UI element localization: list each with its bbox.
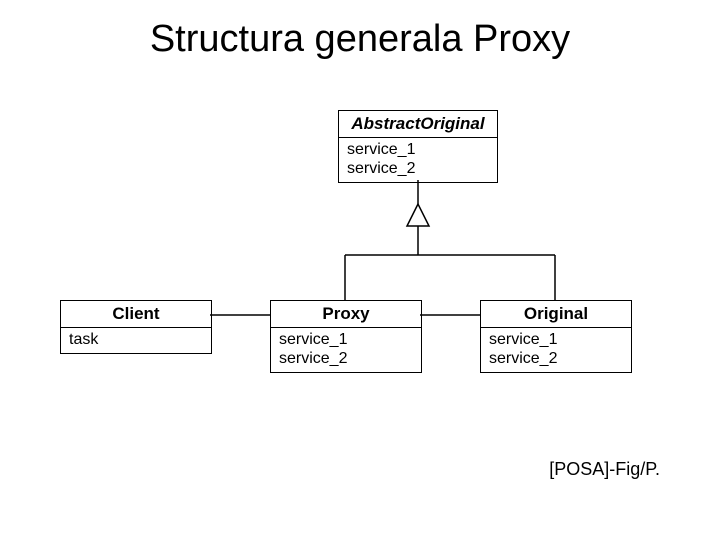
class-proxy: Proxy service_1 service_2 [270,300,422,373]
attr: service_2 [279,349,413,368]
class-abstract-original: AbstractOriginal service_1 service_2 [338,110,498,183]
attr: service_1 [347,140,489,159]
class-abstract-original-name: AbstractOriginal [339,111,497,138]
class-original-name: Original [481,301,631,328]
class-original: Original service_1 service_2 [480,300,632,373]
attr: service_1 [279,330,413,349]
figure-caption: [POSA]-Fig/P. [549,459,660,480]
attr: service_1 [489,330,623,349]
page-title: Structura generala Proxy [0,18,720,61]
class-client: Client task [60,300,212,354]
class-client-name: Client [61,301,211,328]
class-original-attrs: service_1 service_2 [481,328,631,372]
attr: service_2 [347,159,489,178]
class-client-attrs: task [61,328,211,353]
class-proxy-attrs: service_1 service_2 [271,328,421,372]
class-proxy-name: Proxy [271,301,421,328]
attr: task [69,330,203,349]
attr: service_2 [489,349,623,368]
class-abstract-original-attrs: service_1 service_2 [339,138,497,182]
